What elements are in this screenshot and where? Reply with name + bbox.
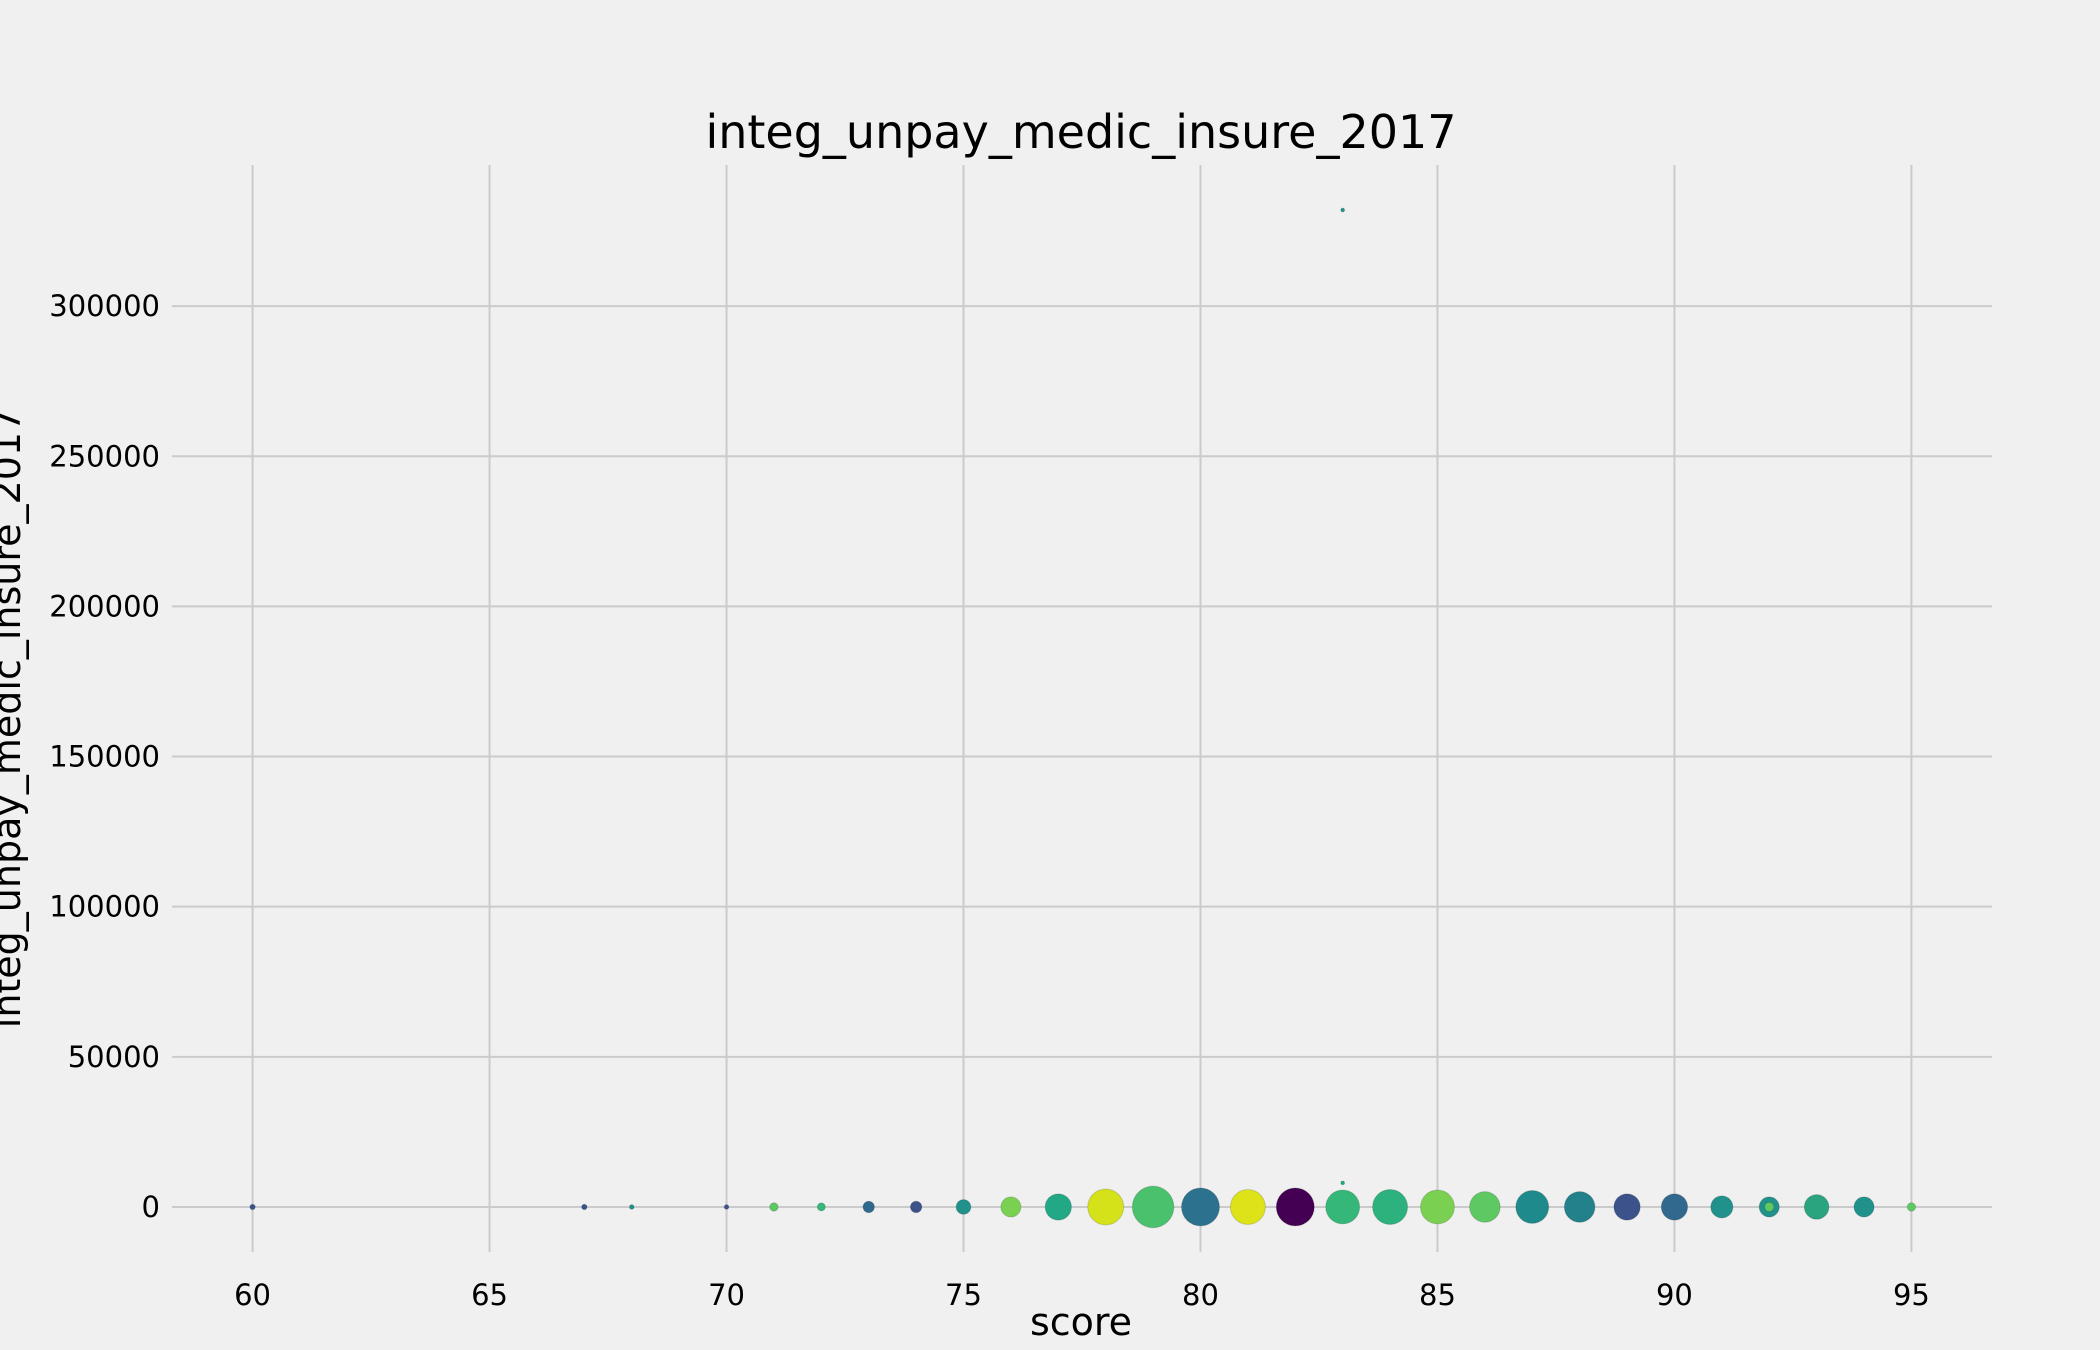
x-tick-label: 75	[945, 1278, 982, 1312]
data-point	[1660, 1193, 1689, 1221]
data-point	[1087, 1188, 1125, 1226]
x-tick-label: 65	[471, 1278, 508, 1312]
data-point	[862, 1200, 875, 1214]
data-point	[1340, 1180, 1346, 1186]
data-point	[816, 1202, 826, 1212]
data-point	[1906, 1202, 1917, 1212]
data-point	[581, 1203, 588, 1211]
data-point	[723, 1204, 730, 1210]
x-tick-label: 85	[1419, 1278, 1456, 1312]
data-point	[1803, 1194, 1830, 1220]
data-point	[628, 1204, 635, 1210]
data-point	[1419, 1189, 1455, 1225]
y-tick-label: 150000	[49, 740, 160, 774]
y-tick-label: 100000	[49, 890, 160, 924]
data-point	[1764, 1201, 1775, 1213]
y-tick-label: 50000	[68, 1040, 160, 1074]
y-tick-label: 200000	[49, 589, 160, 623]
data-point	[1853, 1196, 1875, 1218]
data-point	[1044, 1193, 1072, 1221]
y-tick-label: 250000	[49, 439, 160, 473]
y-tick-label: 300000	[49, 289, 160, 323]
data-point	[249, 1203, 256, 1211]
data-point	[1340, 207, 1346, 213]
data-point	[1372, 1188, 1409, 1225]
y-tick-label: 0	[142, 1190, 160, 1224]
y-axis-label: integ_unpay_medic_insure_2017	[0, 408, 29, 1028]
data-point	[1275, 1187, 1315, 1227]
data-point	[1325, 1189, 1361, 1225]
data-point	[1229, 1188, 1266, 1225]
tick-labels: 60 65 70 75 80 85 90 95 0 50000 100000 150000 200000…	[49, 289, 1930, 1312]
x-tick-label: 70	[708, 1278, 745, 1312]
data-point	[769, 1202, 779, 1212]
chart-title: integ_unpay_medic_insure_2017	[705, 105, 1456, 159]
data-point	[1000, 1196, 1022, 1218]
data-point	[1131, 1185, 1175, 1229]
data-point	[1469, 1191, 1501, 1223]
x-tick-label: 90	[1656, 1278, 1693, 1312]
x-tick-label: 95	[1893, 1278, 1930, 1312]
data-point	[1710, 1195, 1734, 1219]
data-point	[1515, 1190, 1550, 1224]
x-tick-label: 80	[1182, 1278, 1219, 1312]
x-tick-label: 60	[234, 1278, 271, 1312]
data-points	[249, 207, 1917, 1229]
grid-lines	[172, 165, 1992, 1252]
data-point	[1563, 1191, 1596, 1223]
x-axis-label: score	[1030, 1300, 1132, 1344]
data-point	[1613, 1193, 1641, 1221]
data-point	[955, 1199, 972, 1215]
data-point	[909, 1200, 923, 1214]
data-point	[1181, 1187, 1220, 1227]
